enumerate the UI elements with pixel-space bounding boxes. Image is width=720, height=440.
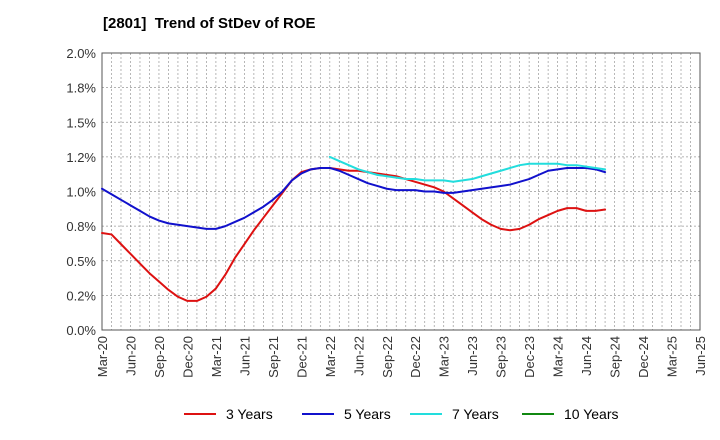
x-tick-label: Jun-24 <box>579 336 594 376</box>
series-line-5-years <box>101 166 607 230</box>
x-tick-label: Dec-23 <box>522 336 537 378</box>
x-tick-label: Dec-24 <box>636 336 651 378</box>
y-tick-label: 1.0% <box>66 185 96 200</box>
legend: 3 Years 5 Years 7 Years 10 Years <box>0 403 720 425</box>
y-tick-labels: 0.0% 0.2% 0.5% 0.8% 1.0% 1.2% 1.5% 1.8% 2.0% <box>66 46 96 338</box>
plot-frame <box>101 52 701 331</box>
y-tick-label: 2.0% <box>66 46 96 61</box>
legend-label: 7 Years <box>452 406 499 422</box>
x-tick-label: Mar-25 <box>665 336 680 377</box>
y-tick-label: 0.5% <box>66 254 96 269</box>
legend-swatch <box>184 413 216 415</box>
y-tick-label: 0.0% <box>66 323 96 338</box>
x-tick-label: Sep-24 <box>608 336 623 378</box>
x-tick-labels: Mar-20 Jun-20 Sep-20 Dec-20 Mar-21 Jun-21 Sep-… <box>95 336 708 378</box>
y-tick-label: 1.2% <box>66 150 96 165</box>
series-lines <box>101 155 607 302</box>
legend-item: 3 Years <box>184 403 273 425</box>
legend-swatch <box>522 413 554 415</box>
series-line-7-years <box>328 155 607 183</box>
legend-swatch <box>410 413 442 415</box>
y-tick-label: 1.8% <box>66 81 96 96</box>
legend-item: 5 Years <box>302 403 391 425</box>
y-tick-label: 0.8% <box>66 219 96 234</box>
legend-label: 10 Years <box>564 406 619 422</box>
x-tick-label: Dec-22 <box>408 336 423 378</box>
x-tick-label: Jun-25 <box>693 336 708 376</box>
x-tick-label: Sep-21 <box>266 336 281 378</box>
x-tick-label: Sep-22 <box>380 336 395 378</box>
chart-title: [2801] Trend of StDev of ROE <box>103 15 316 32</box>
legend-label: 5 Years <box>344 406 391 422</box>
x-tick-label: Dec-21 <box>294 336 309 378</box>
x-tick-label: Mar-22 <box>323 336 338 377</box>
x-tick-label: Sep-23 <box>494 336 509 378</box>
x-tick-label: Mar-20 <box>95 336 110 377</box>
legend-swatch <box>302 413 334 415</box>
x-tick-label: Sep-20 <box>152 336 167 378</box>
x-tick-label: Dec-20 <box>180 336 195 378</box>
x-tick-label: Mar-23 <box>437 336 452 377</box>
x-tick-label: Jun-21 <box>237 336 252 376</box>
x-tick-label: Jun-23 <box>465 336 480 376</box>
legend-item: 7 Years <box>410 403 499 425</box>
legend-label: 3 Years <box>226 406 273 422</box>
x-tick-label: Jun-20 <box>123 336 138 376</box>
series-line-3-years <box>101 166 607 302</box>
axes <box>101 52 701 331</box>
x-tick-label: Mar-24 <box>551 336 566 377</box>
x-tick-label: Jun-22 <box>351 336 366 376</box>
grid-lines <box>102 53 700 330</box>
legend-item: 10 Years <box>522 403 619 425</box>
x-tick-label: Mar-21 <box>209 336 224 377</box>
y-tick-label: 0.2% <box>66 288 96 303</box>
y-tick-label: 1.5% <box>66 115 96 130</box>
